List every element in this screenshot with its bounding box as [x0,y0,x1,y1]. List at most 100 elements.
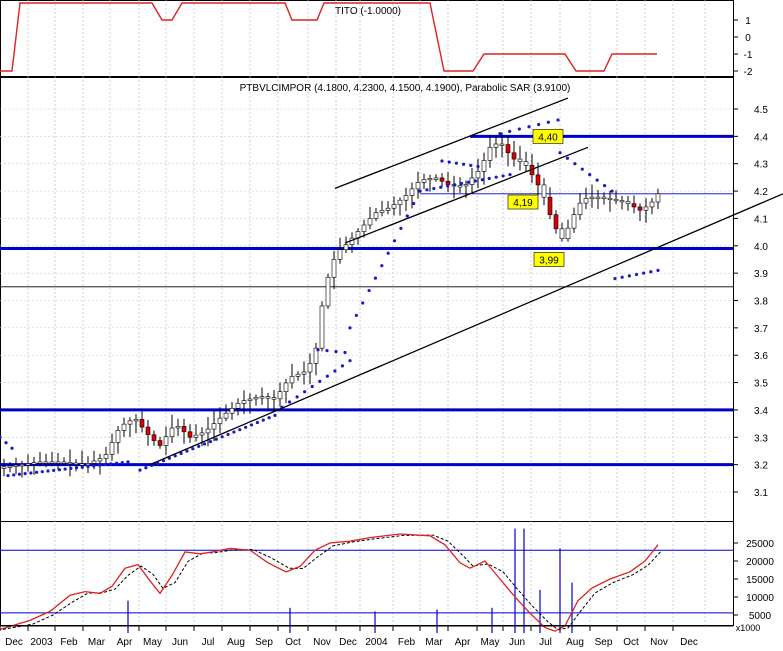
candle-body [67,462,73,465]
price-y-tick-label: 4.2 [754,187,768,198]
candle-body [223,412,229,419]
candle-body [499,143,505,146]
sar-dot [23,472,27,476]
price-y-tick-label: 4.1 [754,214,768,225]
sar-dot [508,129,512,133]
price-y-tick-label: 4.4 [754,132,768,143]
sar-dot [114,461,119,465]
x-tick-label: 2004 [365,637,388,648]
x-tick-label: Dec [680,637,698,648]
candle-body [25,463,31,466]
sar-dot [214,437,218,441]
sar-dot [432,186,436,191]
candle-body [601,196,607,199]
price-y-tick-label: 3.5 [754,379,768,390]
sar-dot [459,181,464,186]
candle-body [655,193,661,203]
sar-dot [4,441,8,445]
sar-dot [273,413,277,417]
candle-body [13,464,19,467]
sar-dot [303,390,307,394]
x-tick-label: Mar [88,637,106,648]
candle-body [391,204,397,209]
annotation-label: 4,40 [538,132,558,143]
sar-dot [595,178,599,182]
price-y-tick-label: 3.8 [754,297,768,308]
sar-dot [220,435,224,439]
candle-body [535,174,541,186]
sar-dot [197,444,201,448]
sar-dot [462,162,466,166]
price-y-tick-label: 3.4 [754,406,768,417]
candle-body [619,200,625,203]
candle-body [187,431,193,438]
x-tick-label: Aug [227,637,245,648]
candle-body [379,210,385,213]
sar-dot [613,277,617,281]
candle-body [211,423,217,430]
x-tick-label: Sep [255,637,273,648]
indicator-y-tick-label: -2 [744,67,753,78]
candle-body [373,212,379,219]
candle-body [151,434,157,441]
sar-dot [52,468,56,472]
candle-body [193,434,199,438]
volume-y-tick-label: 10000 [746,593,774,604]
x-tick-label: Jun [509,637,525,648]
volume-layer [0,528,662,633]
candle-body [307,363,313,373]
candle-body [49,461,55,464]
sar-dot [348,326,352,330]
candle-body [637,206,643,211]
candle-body [427,178,433,181]
x-tick-label: Apr [117,637,133,648]
candle-body [565,227,571,239]
x-tick-label: Aug [566,637,584,648]
x-tick-label: Feb [60,637,78,648]
candle-body [457,185,463,188]
candle-body [1,466,7,469]
sar-dot [202,442,207,446]
candle-body [337,249,343,260]
candle-body [397,199,403,205]
candle-body [169,427,175,438]
sar-dot [447,160,451,164]
candle-body [37,461,43,464]
sar-layer [0,118,660,478]
sar-dot [103,462,107,467]
sar-dot [74,466,79,470]
candle-body [103,454,109,459]
candle-body [577,202,583,215]
sar-dot [226,432,230,437]
x-tick-label: Jun [172,637,188,648]
candle-body [109,442,115,455]
sar-dot [267,416,271,420]
candle-body [469,177,475,185]
indicator-y-tick-label: -1 [744,50,753,61]
candle-body [517,158,523,162]
x-tick-label: May [481,637,500,648]
sar-dot [334,349,338,354]
sar-dot [473,179,477,183]
sar-dot [446,184,450,188]
candle-body [505,144,511,154]
sar-dot [310,384,314,389]
candle-body [475,171,481,179]
sar-dot [556,118,560,122]
sar-dot [12,473,16,477]
sar-dot [580,167,584,171]
price-annotation: 3,99 [533,252,565,267]
candle-body [547,196,553,215]
candle-body [463,184,469,187]
candle-body [523,161,529,166]
candle-body [271,397,277,400]
candle-body [553,214,559,230]
sar-dot [527,125,531,129]
sar-dot [656,268,660,273]
sar-dot [602,184,607,188]
candle-body [481,160,487,172]
volume-unit-label: x1000 [736,623,761,633]
sar-dot [173,454,177,458]
price-y-tick-label: 3.7 [754,324,768,335]
trend-line [149,193,783,466]
